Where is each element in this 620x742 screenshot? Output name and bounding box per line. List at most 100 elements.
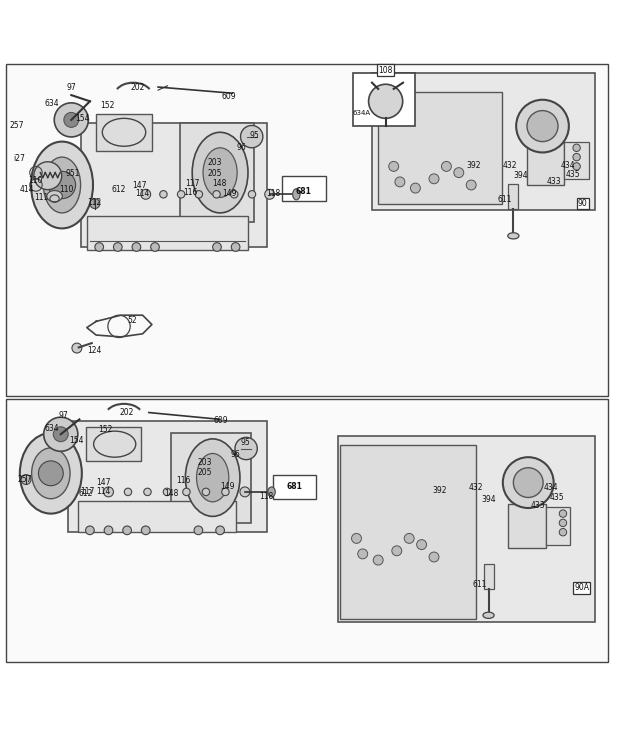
Bar <box>180 123 254 222</box>
Bar <box>81 123 267 247</box>
Ellipse shape <box>508 233 519 239</box>
Text: 394: 394 <box>481 495 496 504</box>
Bar <box>564 142 589 179</box>
Text: 114: 114 <box>135 188 149 197</box>
Text: 114: 114 <box>96 487 110 496</box>
Circle shape <box>90 199 100 209</box>
Circle shape <box>573 162 580 170</box>
Text: 634: 634 <box>45 424 60 433</box>
Circle shape <box>64 113 79 128</box>
Text: 434: 434 <box>561 161 576 170</box>
Circle shape <box>222 488 229 496</box>
Circle shape <box>141 526 150 535</box>
Text: 681: 681 <box>296 187 312 196</box>
Circle shape <box>72 343 82 353</box>
Circle shape <box>21 475 31 485</box>
Text: 149: 149 <box>222 188 236 197</box>
Text: 435: 435 <box>549 493 564 502</box>
Circle shape <box>389 162 399 171</box>
Ellipse shape <box>293 188 300 200</box>
Text: 148: 148 <box>164 489 179 498</box>
Bar <box>508 184 518 209</box>
Circle shape <box>241 125 263 148</box>
Text: 118: 118 <box>259 492 273 501</box>
Circle shape <box>392 546 402 556</box>
Text: 951: 951 <box>65 169 79 178</box>
Text: 149: 149 <box>220 482 234 491</box>
Text: eReplacementParts.com: eReplacementParts.com <box>208 368 412 386</box>
Text: 612: 612 <box>79 489 93 499</box>
Circle shape <box>104 487 113 497</box>
Text: 90: 90 <box>578 199 588 208</box>
Text: 116: 116 <box>183 188 197 197</box>
Circle shape <box>151 243 159 252</box>
Text: 205: 205 <box>208 168 222 178</box>
Circle shape <box>194 526 203 535</box>
Text: 203: 203 <box>197 458 211 467</box>
Ellipse shape <box>192 132 248 213</box>
Bar <box>6 64 608 395</box>
Text: 148: 148 <box>213 179 227 188</box>
Ellipse shape <box>197 453 229 502</box>
Circle shape <box>177 191 185 198</box>
Bar <box>68 421 267 532</box>
Circle shape <box>559 510 567 517</box>
Text: 257: 257 <box>17 475 32 484</box>
Ellipse shape <box>34 162 61 190</box>
Bar <box>273 475 316 499</box>
Bar <box>6 399 608 663</box>
Text: 152: 152 <box>100 101 115 110</box>
Text: 202: 202 <box>119 408 133 417</box>
Circle shape <box>248 191 255 198</box>
Circle shape <box>231 191 238 198</box>
Ellipse shape <box>47 191 62 202</box>
Text: 202: 202 <box>130 82 144 91</box>
Circle shape <box>395 177 405 187</box>
Circle shape <box>429 174 439 184</box>
Text: 117: 117 <box>185 179 199 188</box>
Text: 147: 147 <box>132 180 146 189</box>
Ellipse shape <box>483 612 494 618</box>
Text: 392: 392 <box>433 486 447 495</box>
Circle shape <box>573 154 580 161</box>
Text: 108: 108 <box>378 66 393 75</box>
Circle shape <box>559 528 567 536</box>
Circle shape <box>95 243 104 252</box>
Ellipse shape <box>516 99 569 152</box>
Text: 609: 609 <box>221 92 236 101</box>
Text: 96: 96 <box>237 143 247 152</box>
Bar <box>338 436 595 622</box>
Bar <box>378 92 502 203</box>
Ellipse shape <box>527 111 558 142</box>
Text: 394: 394 <box>513 171 528 180</box>
Text: 154: 154 <box>69 436 84 445</box>
Circle shape <box>454 168 464 177</box>
Text: 433: 433 <box>531 501 546 510</box>
Circle shape <box>195 191 203 198</box>
Text: 96: 96 <box>231 450 241 459</box>
Bar <box>87 216 248 250</box>
Text: 97: 97 <box>66 82 76 91</box>
Ellipse shape <box>503 457 554 508</box>
Circle shape <box>373 555 383 565</box>
Text: 433: 433 <box>547 177 562 186</box>
Ellipse shape <box>55 103 88 137</box>
Text: 609: 609 <box>214 416 229 425</box>
Circle shape <box>573 144 580 151</box>
Circle shape <box>48 171 76 199</box>
Text: i27: i27 <box>14 154 25 162</box>
Text: 681: 681 <box>286 482 303 491</box>
Circle shape <box>113 243 122 252</box>
Text: 116: 116 <box>176 476 190 485</box>
Bar <box>96 114 152 151</box>
Circle shape <box>417 539 427 550</box>
Text: 90A: 90A <box>574 583 589 593</box>
Circle shape <box>441 162 451 171</box>
Bar <box>484 565 494 589</box>
Ellipse shape <box>368 85 403 119</box>
Text: 203: 203 <box>208 158 222 167</box>
Bar <box>508 505 546 548</box>
Circle shape <box>213 191 220 198</box>
Circle shape <box>141 189 151 200</box>
Bar <box>78 501 236 532</box>
